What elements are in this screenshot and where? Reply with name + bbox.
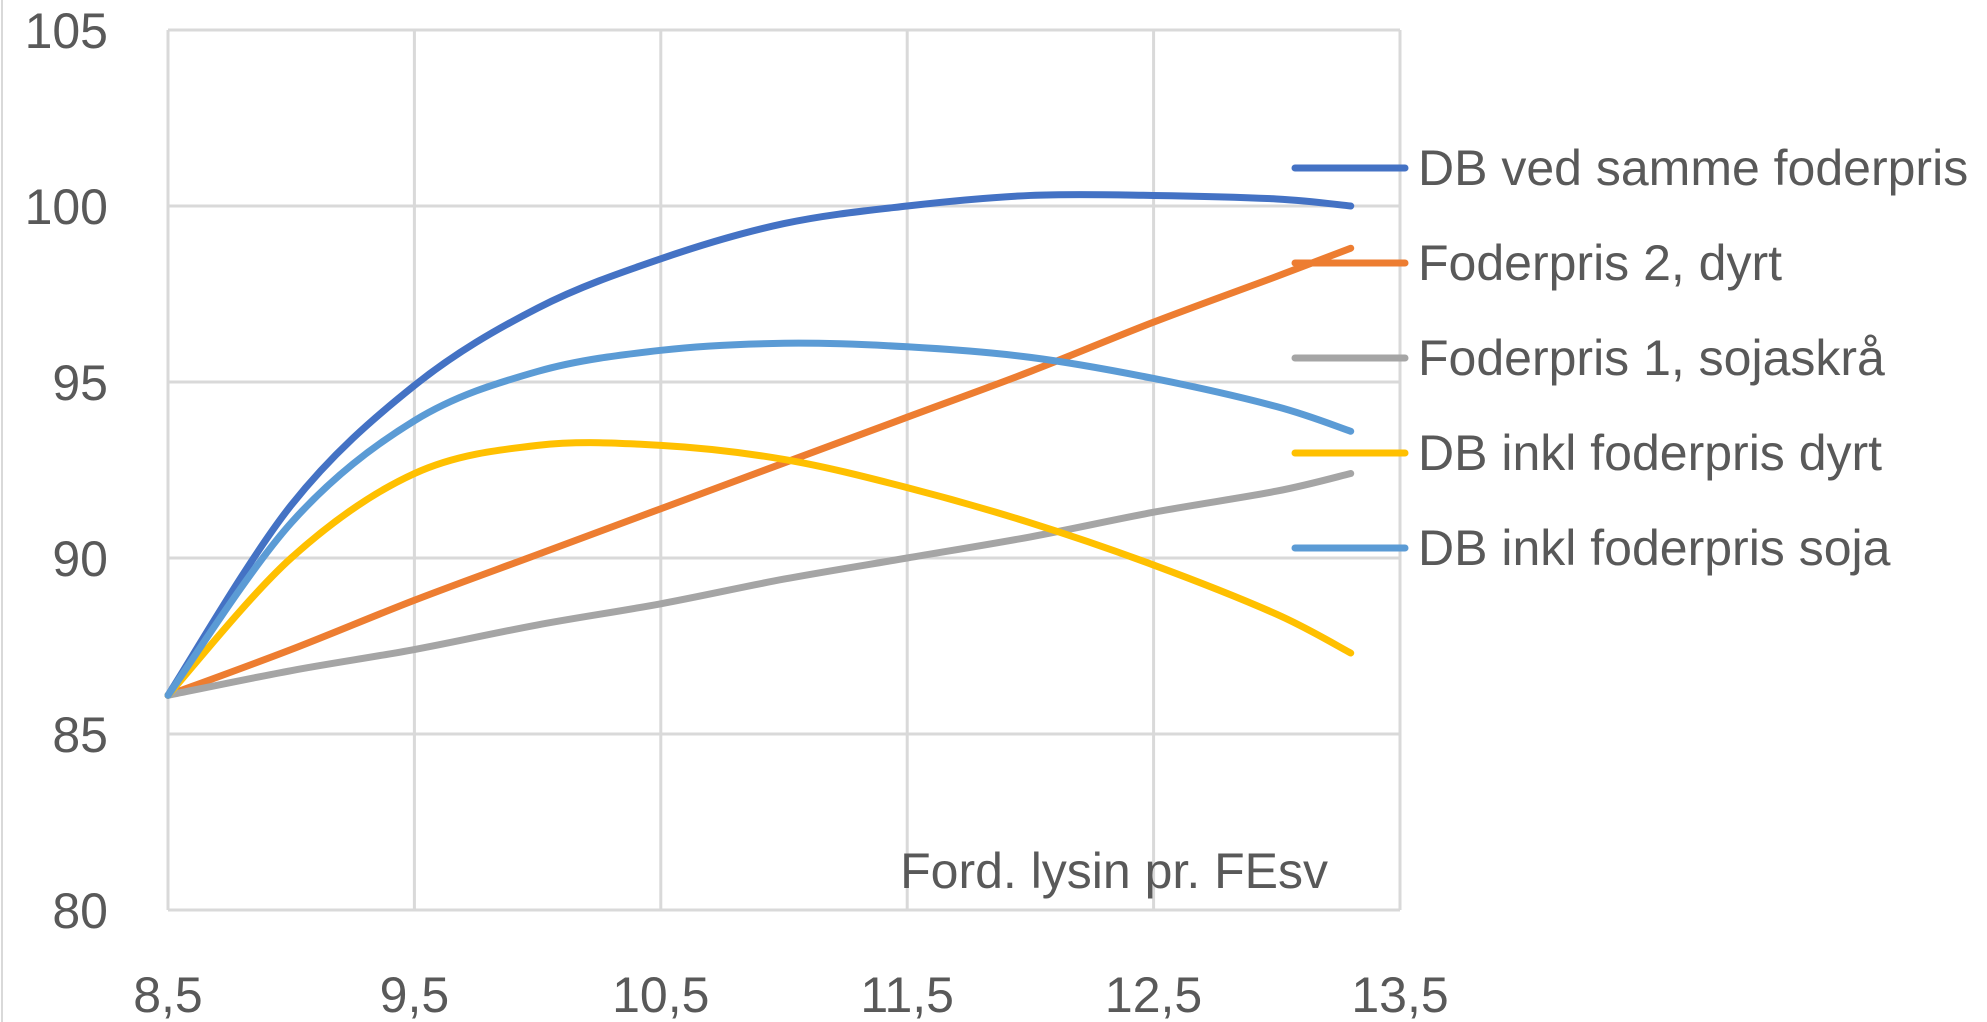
x-tick-label: 8,5 [133, 967, 203, 1022]
x-axis-tick-labels: 8,5 9,5 10,5 11,5 12,5 13,5 [133, 967, 1448, 1022]
series-line-db-ved-samme-foderpris [168, 195, 1351, 696]
x-tick-label: 13,5 [1351, 967, 1448, 1022]
legend-label: DB ved samme foderpris [1418, 140, 1968, 196]
legend-label: Foderpris 1, sojaskrå [1418, 330, 1885, 386]
legend-label: DB inkl foderpris dyrt [1418, 425, 1882, 481]
y-tick-label: 95 [52, 355, 108, 411]
y-tick-label: 80 [52, 883, 108, 939]
x-tick-label: 11,5 [860, 967, 954, 1022]
gridlines [168, 30, 1400, 910]
series-line-db-inkl-foderpris-dyrt [168, 443, 1351, 696]
series-lines [168, 195, 1351, 696]
series-line-foderpris-1-sojaskr [168, 474, 1351, 696]
legend-label: DB inkl foderpris soja [1418, 520, 1891, 576]
legend-label: Foderpris 2, dyrt [1418, 235, 1782, 291]
x-tick-label: 10,5 [612, 967, 709, 1022]
y-tick-label: 85 [52, 707, 108, 763]
y-tick-label: 105 [25, 3, 108, 59]
x-tick-label: 12,5 [1105, 967, 1202, 1022]
x-tick-label: 9,5 [380, 967, 450, 1022]
series-line-db-inkl-foderpris-soja [168, 343, 1351, 695]
y-tick-label: 90 [52, 531, 108, 587]
y-tick-label: 100 [25, 179, 108, 235]
y-axis-tick-labels: 80 85 90 95 100 105 [25, 3, 108, 939]
x-axis-label: Ford. lysin pr. FEsv [900, 843, 1328, 899]
